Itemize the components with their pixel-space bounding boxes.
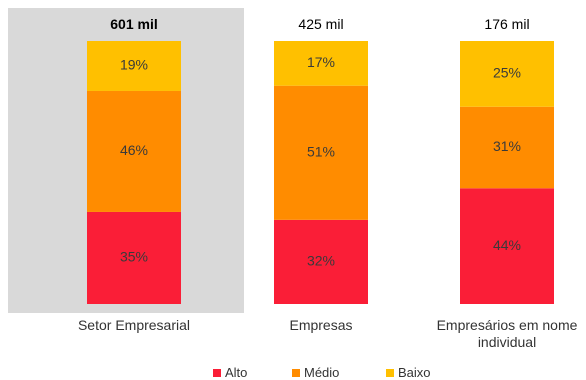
total-label-empresas: 425 mil: [298, 16, 343, 32]
bar-segment-medio-empresas: [274, 85, 368, 220]
segment-label-medio-empresas: 51%: [307, 143, 335, 159]
total-label-empresarios-em-nome-individual: 176 mil: [484, 16, 529, 32]
segment-label-baixo-setor-empresarial: 19%: [120, 57, 148, 73]
segment-label-medio-empresarios-em-nome-individual: 31%: [493, 138, 521, 154]
segment-label-alto-setor-empresarial: 35%: [120, 249, 148, 265]
segment-label-medio-setor-empresarial: 46%: [120, 142, 148, 158]
total-label-setor-empresarial: 601 mil: [110, 16, 157, 32]
bars-group: [87, 41, 554, 304]
category-label-setor-empresarial: Setor Empresarial: [78, 317, 190, 333]
legend-label-medio: Médio: [304, 365, 339, 380]
legend: Alto Médio Baixo: [213, 365, 431, 380]
bar-segment-medio-setor-empresarial: [87, 90, 181, 212]
category-label-empresas: Empresas: [289, 317, 352, 333]
category-label-empresarios-em-nome-individual: Empresários em nome individual: [437, 317, 578, 350]
legend-swatch-alto: [213, 369, 221, 377]
bar-segment-alto-setor-empresarial: [87, 211, 181, 304]
bar-segment-baixo-setor-empresarial: [87, 41, 181, 91]
bar-segment-alto-empresarios-em-nome-individual: [460, 188, 554, 304]
bar-segment-baixo-empresas: [274, 41, 368, 86]
segment-label-baixo-empresarios-em-nome-individual: 25%: [493, 65, 521, 81]
segment-label-alto-empresas: 32%: [307, 253, 335, 269]
segment-label-alto-empresarios-em-nome-individual: 44%: [493, 237, 521, 253]
legend-swatch-medio: [292, 369, 300, 377]
segment-label-baixo-empresas: 17%: [307, 54, 335, 70]
legend-swatch-baixo: [386, 369, 394, 377]
bar-segment-baixo-empresarios-em-nome-individual: [460, 41, 554, 107]
labels-group: 35% 46% 19% 601 mil Setor Empresarial 32% 51% 1…: [78, 16, 578, 350]
legend-label-baixo: Baixo: [398, 365, 431, 380]
bar-segment-alto-empresas: [274, 219, 368, 304]
bar-segment-medio-empresarios-em-nome-individual: [460, 106, 554, 189]
legend-label-alto: Alto: [225, 365, 247, 380]
